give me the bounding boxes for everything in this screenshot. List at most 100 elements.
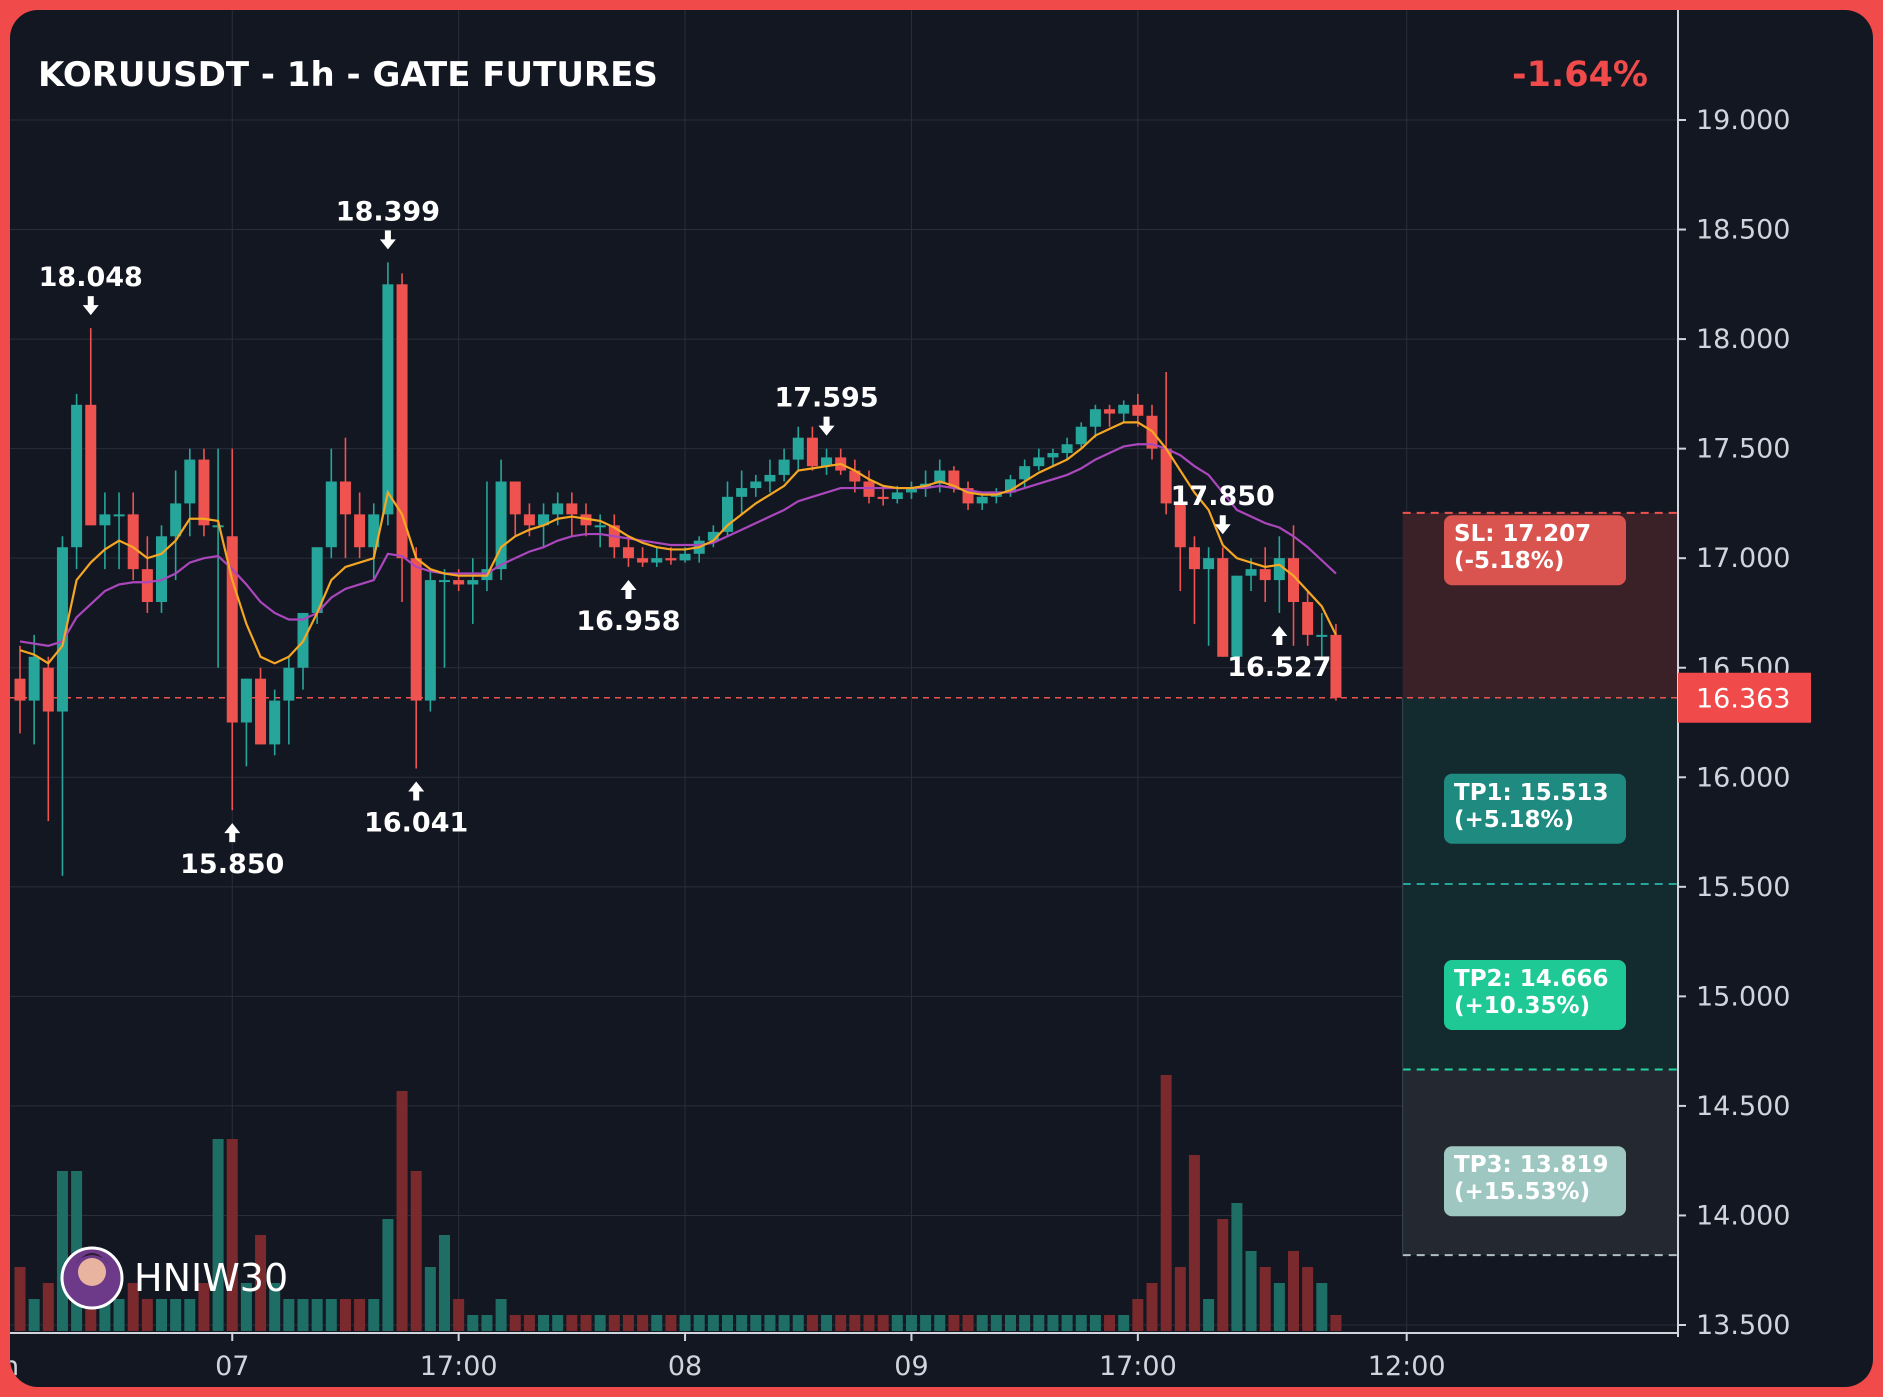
candle-body <box>778 459 790 475</box>
candle <box>1019 459 1031 489</box>
price-marker: 17.850 <box>1171 481 1275 535</box>
candle <box>1316 612 1328 657</box>
candle-body <box>1273 558 1285 581</box>
volume-bar <box>509 1315 521 1331</box>
candle-body <box>198 459 210 526</box>
candle <box>1217 547 1229 657</box>
candle <box>1259 547 1271 602</box>
volume-bar <box>311 1299 323 1331</box>
candle <box>806 426 818 471</box>
candle-body <box>467 580 479 585</box>
candle-body <box>396 284 408 559</box>
candle-body <box>1217 558 1229 657</box>
candle <box>240 678 252 767</box>
candle <box>56 536 68 876</box>
y-tick-label: 14.000 <box>1696 1200 1790 1231</box>
tp1-label-box <box>1444 773 1626 844</box>
candle-body <box>1019 466 1031 480</box>
candle-body <box>85 404 97 526</box>
volume-bar <box>1146 1283 1158 1331</box>
candle <box>439 569 450 668</box>
candle <box>410 547 422 769</box>
candle-body <box>1118 404 1130 414</box>
candle-body <box>495 481 507 570</box>
candle <box>1288 525 1299 646</box>
volume-bar <box>269 1283 281 1331</box>
tp2-label-box <box>1444 959 1626 1030</box>
candle-body <box>212 525 224 528</box>
arrow-up-icon <box>224 823 241 843</box>
volume-bar <box>283 1299 295 1331</box>
volume-bar <box>849 1315 861 1331</box>
candle <box>156 525 167 613</box>
candle-body <box>1104 409 1116 414</box>
candle-body <box>269 700 281 745</box>
y-tick-label: 17.000 <box>1696 543 1790 574</box>
arrow-down-icon <box>818 416 835 436</box>
y-tick-label: 13.500 <box>1696 1310 1790 1341</box>
candle-body <box>849 470 861 482</box>
volume-bar <box>594 1315 606 1331</box>
candle <box>509 481 521 537</box>
sl-label-line1: SL: 17.207 <box>1454 521 1591 547</box>
volume-bar <box>990 1315 1002 1331</box>
volume-bar <box>1231 1203 1243 1331</box>
tp1-label: TP1: 15.513(+5.18%) <box>1444 773 1626 844</box>
volume-bar <box>764 1315 776 1331</box>
volume-bar <box>325 1299 337 1331</box>
volume-bar <box>934 1315 946 1331</box>
candle-body <box>156 536 167 602</box>
candle <box>396 273 408 602</box>
price-marker: 15.850 <box>180 823 284 880</box>
candle-body <box>750 481 762 489</box>
volume-bar <box>28 1299 40 1331</box>
volume-bar <box>821 1315 833 1331</box>
price-marker: 17.595 <box>774 383 879 436</box>
candle-body <box>651 558 663 563</box>
volume-bar <box>170 1299 182 1331</box>
candle-body <box>354 514 366 548</box>
volume-bar <box>863 1315 875 1331</box>
candle-body <box>1132 404 1144 416</box>
candle-body <box>42 667 54 712</box>
candle-body <box>113 514 125 517</box>
volume-bar <box>198 1283 210 1331</box>
candle-body <box>1259 569 1271 581</box>
candle-body <box>637 558 649 563</box>
volume-bar <box>212 1139 224 1331</box>
candle-body <box>948 470 960 489</box>
candle-body <box>1160 448 1172 504</box>
tp3-label-box <box>1444 1146 1626 1217</box>
candle <box>170 470 182 581</box>
candle <box>382 262 394 526</box>
candle <box>1231 575 1243 662</box>
tp2-label: TP2: 14.666(+10.35%) <box>1444 959 1626 1030</box>
volume-bar <box>410 1171 422 1331</box>
arrow-down-icon <box>379 230 396 250</box>
marker-label: 16.041 <box>364 808 468 839</box>
candle-body <box>566 503 578 515</box>
candle-body <box>382 284 394 515</box>
candle <box>1174 492 1186 592</box>
candlestick-chart[interactable]: 18.048 18.399 15.850 16.041 16.958 17.595 17.8… <box>10 10 1873 1387</box>
volume-bar <box>523 1315 535 1331</box>
price-marker: 16.041 <box>364 781 468 839</box>
candle-body <box>339 481 351 515</box>
candle-body <box>226 536 238 723</box>
volume-bar <box>424 1267 436 1331</box>
volume-bar <box>113 1299 125 1331</box>
candle-body <box>1231 575 1243 657</box>
volume-bar <box>1288 1251 1299 1331</box>
volume-bar <box>14 1267 26 1331</box>
volume-bar <box>1118 1315 1130 1331</box>
candle <box>495 459 507 581</box>
volume-bar <box>693 1315 705 1331</box>
candle <box>764 459 776 493</box>
marker-label: 16.958 <box>576 606 680 637</box>
last-price-badge <box>1678 672 1811 723</box>
candle-body <box>736 488 748 497</box>
candle <box>1089 404 1101 438</box>
x-tick-label: 08 <box>668 1351 702 1382</box>
arrow-up-icon <box>408 781 425 801</box>
volume-bar <box>495 1299 507 1331</box>
